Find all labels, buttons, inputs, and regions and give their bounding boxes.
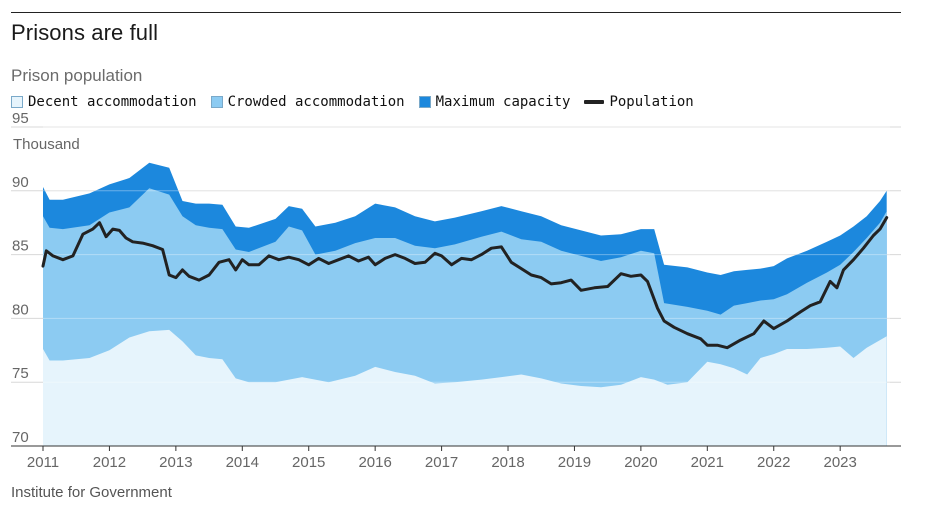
legend-swatch-maximum: [418, 96, 431, 108]
area-decent: [43, 329, 887, 446]
x-tick-label: 2018: [491, 454, 524, 471]
x-tick-label: 2019: [558, 454, 591, 471]
legend-item-decent: Decent accommodation: [11, 94, 197, 110]
y-axis-unit-label: Thousand: [13, 136, 80, 153]
y-tick-label: 80: [12, 301, 29, 318]
y-tick-label: 90: [12, 174, 29, 191]
x-tick-label: 2011: [27, 454, 59, 471]
legend-item-crowded: Crowded accommodation: [210, 94, 405, 110]
x-tick-label: 2021: [691, 454, 724, 471]
legend-line-population: [584, 100, 605, 104]
source-note: Institute for Government: [11, 484, 172, 501]
population-line: [41, 216, 889, 350]
y-tick-label: 75: [12, 365, 29, 382]
x-tick-label: 2012: [93, 454, 126, 471]
legend: Decent accommodation Crowded accommodati…: [11, 94, 708, 110]
x-tick-label: 2014: [226, 454, 259, 471]
chart-title: Prisons are full: [11, 20, 159, 45]
y-tick-label: 85: [12, 238, 29, 255]
legend-label-decent: Decent accommodation: [28, 94, 197, 110]
x-tick-label: 2017: [425, 454, 458, 471]
legend-label-maximum: Maximum capacity: [435, 94, 571, 110]
legend-item-population: Population: [584, 94, 694, 110]
area-layer: [43, 126, 890, 447]
legend-item-maximum: Maximum capacity: [418, 94, 571, 110]
x-tick-label: 2023: [823, 454, 856, 471]
x-tick-label: 2016: [358, 454, 391, 471]
axis-layer: 70 75 80 85 90 95 Thousand 2011 2012 2013 2014 2015…: [11, 110, 901, 471]
chart-subtitle: Prison population: [11, 66, 143, 85]
x-tick-label: 2022: [757, 454, 790, 471]
legend-swatch-crowded: [210, 96, 223, 108]
line-layer: [41, 216, 889, 350]
y-tick-label: 70: [12, 429, 29, 446]
y-tick-label: 95: [12, 110, 29, 127]
legend-swatch-decent: [11, 96, 23, 108]
area-crowded: [43, 188, 887, 446]
legend-label-population: Population: [609, 94, 694, 110]
x-tick-label: 2015: [292, 454, 325, 471]
x-tick-label: 2013: [159, 454, 192, 471]
x-tick-label: 2020: [624, 454, 657, 471]
legend-label-crowded: Crowded accommodation: [227, 94, 405, 110]
top-rule: [11, 12, 901, 13]
